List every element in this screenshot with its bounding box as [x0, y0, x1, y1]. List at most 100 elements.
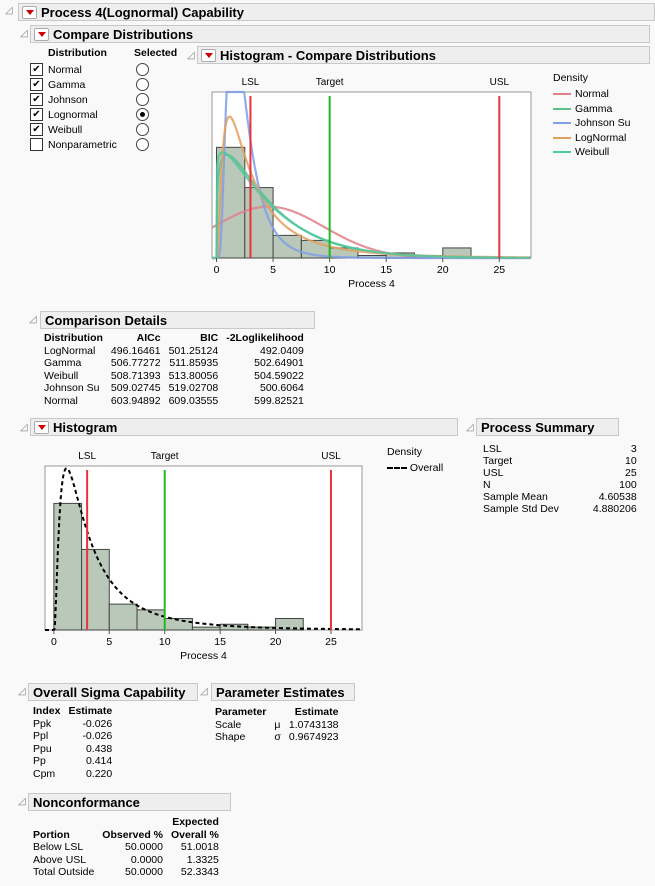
- x-tick-label: 20: [437, 264, 449, 276]
- table-cell: 0.0000: [130, 853, 163, 866]
- legend-label: Johnson Su: [575, 117, 631, 130]
- collapse-icon[interactable]: ◿: [29, 314, 37, 325]
- table-cell: 0.414: [85, 755, 113, 767]
- compare-histogram-chart: LSL Target USL 0 5 10 15 20 25 Process 4: [211, 77, 532, 290]
- table-cell: 1.3325: [186, 853, 219, 866]
- checkbox[interactable]: ✔: [30, 78, 43, 91]
- table-cell: 502.64901: [254, 357, 304, 369]
- radio-button[interactable]: [136, 138, 149, 151]
- red-triangle-menu-icon[interactable]: [34, 420, 49, 434]
- radio-button[interactable]: [136, 93, 149, 106]
- table-cell: 599.82521: [254, 394, 304, 407]
- params-header: Parameter Estimates: [211, 683, 355, 701]
- red-triangle-menu-icon[interactable]: [22, 5, 37, 19]
- x-axis-label: Process 4: [348, 278, 395, 290]
- sigma-header: Overall Sigma Capability: [28, 683, 198, 701]
- table-cell: N: [483, 479, 491, 491]
- table-row: Ppu 0.438: [29, 743, 116, 756]
- legend-swatch: [553, 122, 571, 125]
- table-cell: 511.85935: [169, 357, 219, 369]
- legend-swatch: [553, 151, 571, 154]
- density-curve-weibull: [212, 151, 531, 260]
- x-axis-label: Process 4: [180, 650, 227, 662]
- collapse-icon[interactable]: ◿: [20, 422, 28, 433]
- collapse-icon[interactable]: ◿: [18, 686, 26, 697]
- checkbox[interactable]: ✔: [30, 93, 43, 106]
- nonconformance-title: Nonconformance: [33, 794, 140, 810]
- table-row: Above USL 0.0000 1.3325: [29, 854, 223, 867]
- table-cell: -0.026: [82, 730, 113, 742]
- table-row: Gamma 506.77272 511.85935 502.64901: [40, 357, 308, 370]
- header-cell: Estimate: [68, 705, 113, 717]
- table-row: Scale μ 1.0743138: [211, 719, 343, 732]
- checkbox[interactable]: ✔: [30, 108, 43, 121]
- header-cell: AICc: [136, 332, 161, 344]
- table-row: Target 10: [479, 455, 641, 467]
- table-row: N 100: [479, 479, 641, 491]
- col-selected: Selected: [134, 47, 178, 59]
- legend-item: Johnson Su: [553, 116, 630, 131]
- checkbox[interactable]: ✔: [30, 123, 43, 136]
- table-cell: -0.026: [82, 717, 113, 730]
- legend-title: Density: [553, 72, 589, 84]
- legend-label: Normal: [575, 88, 609, 101]
- params-title: Parameter Estimates: [216, 684, 345, 700]
- table-cell: 0.9674923: [288, 731, 339, 743]
- table-cell: 50.0000: [125, 866, 163, 878]
- radio-button[interactable]: [136, 108, 149, 121]
- hist-compare-header: Histogram - Compare Distributions: [197, 46, 650, 64]
- histogram-title: Histogram: [53, 419, 118, 435]
- compare-header: Compare Distributions: [30, 25, 650, 43]
- legend-item: Weibull: [553, 145, 630, 160]
- process-summary-table: LSL 3 Target 10 USL 25 N 100 Sample Mean 4.60538 S…: [479, 443, 641, 515]
- collapse-icon[interactable]: ◿: [20, 28, 28, 39]
- header-cell: Index: [33, 705, 61, 717]
- distribution-list: ✔ Normal ✔ Gamma ✔ Johnson ✔ Lognormal ✔ Weibull N…: [30, 62, 149, 152]
- table-row: Total Outside 50.0000 52.3343: [29, 866, 223, 879]
- spec-label: USL: [490, 77, 510, 88]
- collapse-icon[interactable]: ◿: [466, 422, 474, 433]
- distribution-label: Normal: [48, 63, 82, 76]
- radio-button[interactable]: [136, 123, 149, 136]
- table-cell: Shape: [215, 731, 246, 743]
- nonconformance-header: Nonconformance: [28, 793, 231, 811]
- red-triangle-menu-icon[interactable]: [201, 48, 216, 62]
- collapse-icon[interactable]: ◿: [187, 50, 195, 61]
- spec-label: LSL: [242, 77, 260, 88]
- checkbox[interactable]: [30, 138, 43, 151]
- table-cell: 100: [619, 479, 637, 491]
- header-cell: BIC: [200, 332, 219, 344]
- table-cell: Sample Std Dev: [483, 503, 559, 515]
- table-cell: Ppu: [33, 742, 52, 755]
- x-tick-label: 10: [324, 264, 336, 276]
- compare-title: Compare Distributions: [53, 26, 194, 42]
- table-cell: 0.220: [85, 767, 113, 780]
- collapse-icon[interactable]: ◿: [200, 686, 208, 697]
- process-summary-header: Process Summary: [476, 418, 619, 436]
- comparison-title: Comparison Details: [45, 312, 168, 328]
- table-cell: 4.60538: [598, 491, 637, 503]
- table-cell: Below LSL: [33, 841, 84, 853]
- radio-button[interactable]: [136, 78, 149, 91]
- table-row: Normal 603.94892 609.03555 599.82521: [40, 395, 308, 408]
- checkbox[interactable]: ✔: [30, 63, 43, 76]
- collapse-icon[interactable]: ◿: [5, 5, 13, 16]
- table-cell: 609.03555: [168, 394, 219, 407]
- table-row: Shape σ 0.9674923: [211, 731, 343, 744]
- table-cell: Ppk: [33, 717, 52, 730]
- collapse-icon[interactable]: ◿: [18, 796, 26, 807]
- dashed-line-swatch: [387, 467, 407, 470]
- table-cell: Above USL: [33, 853, 87, 866]
- table-cell: μ: [274, 718, 281, 731]
- radio-button[interactable]: [136, 63, 149, 76]
- x-tick-label: 15: [380, 264, 392, 276]
- distribution-row: Nonparametric: [30, 137, 149, 152]
- density-curve-overall: [45, 467, 362, 631]
- table-row: Sample Std Dev 4.880206: [479, 503, 641, 515]
- header-cell: [98, 816, 167, 829]
- table-cell: 4.880206: [592, 503, 637, 515]
- header-cell: Expected: [172, 816, 219, 828]
- table-cell: Pp: [33, 755, 46, 767]
- red-triangle-menu-icon[interactable]: [34, 27, 49, 41]
- legend-label: LogNormal: [575, 131, 627, 144]
